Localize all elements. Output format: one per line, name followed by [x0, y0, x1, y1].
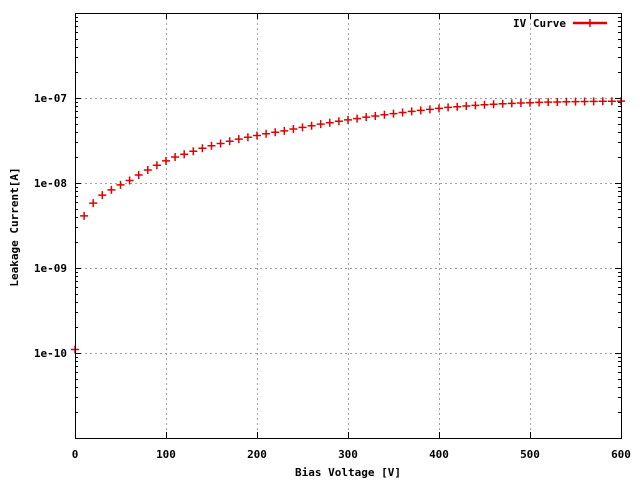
data-point — [407, 107, 416, 116]
x-tick-label: 100 — [156, 448, 176, 461]
data-point — [580, 97, 589, 106]
data-point — [180, 150, 189, 159]
data-point — [253, 131, 261, 140]
y-tick-label: 1e-08 — [34, 177, 67, 190]
data-point — [462, 102, 471, 111]
data-point — [398, 108, 407, 117]
y-tick-label: 1e-10 — [34, 347, 67, 360]
data-point — [435, 104, 443, 113]
data-point — [189, 147, 198, 156]
data-point — [516, 99, 525, 108]
y-tick-label: 1e-07 — [34, 92, 67, 105]
data-point — [544, 98, 553, 107]
data-point — [526, 98, 534, 107]
x-tick-labels: 0 100 200 300 400 500 600 — [72, 448, 631, 461]
data-point — [316, 120, 325, 129]
data-point — [198, 144, 207, 153]
legend: IV Curve — [513, 17, 607, 30]
data-point — [171, 153, 180, 162]
data-point — [143, 166, 152, 175]
data-point — [380, 110, 389, 119]
data-point — [298, 123, 307, 132]
data-point — [589, 97, 598, 106]
data-point — [471, 101, 480, 110]
data-point — [80, 211, 89, 220]
data-point — [225, 137, 234, 146]
data-point — [553, 97, 562, 106]
data-point — [307, 121, 316, 130]
data-point — [107, 185, 116, 194]
data-point — [489, 100, 498, 109]
data-point — [480, 100, 489, 109]
data-point — [262, 129, 271, 138]
data-point — [371, 111, 380, 120]
data-point — [507, 99, 516, 108]
data-point — [325, 118, 334, 127]
data-point — [535, 98, 544, 107]
legend-label-iv-curve: IV Curve — [513, 17, 566, 30]
y-tick-labels: 1e-10 1e-09 1e-08 1e-07 — [34, 92, 67, 360]
data-point — [334, 117, 343, 126]
data-point — [344, 115, 352, 124]
data-point — [116, 180, 125, 189]
data-point — [280, 126, 289, 135]
data-point — [389, 109, 398, 118]
y-axis-label: Leakage Current[A] — [8, 167, 21, 286]
x-tick-label: 400 — [429, 448, 449, 461]
data-point — [571, 97, 580, 106]
series-iv-curve — [71, 97, 625, 354]
data-point — [243, 133, 252, 142]
data-point — [271, 128, 280, 137]
data-point — [444, 103, 453, 112]
data-point — [453, 102, 462, 111]
data-point — [152, 161, 161, 170]
legend-swatch-iv-curve — [573, 19, 607, 27]
legend-marker — [586, 19, 594, 27]
x-tick-label: 300 — [338, 448, 358, 461]
data-point — [498, 99, 507, 108]
x-tick-label: 600 — [611, 448, 631, 461]
plot-frame — [75, 13, 622, 439]
x-tick-label: 0 — [72, 448, 79, 461]
data-point — [207, 141, 216, 150]
data-point — [416, 106, 425, 115]
data-point — [607, 97, 616, 106]
y-tick-label: 1e-09 — [34, 262, 67, 275]
data-point — [216, 139, 225, 148]
data-point — [562, 97, 571, 106]
grid-lines — [75, 13, 621, 438]
data-point — [234, 135, 243, 144]
data-point — [89, 199, 98, 208]
data-point — [125, 176, 134, 185]
data-point — [362, 113, 371, 122]
data-point — [289, 124, 298, 133]
data-point — [98, 191, 107, 200]
x-tick-label: 500 — [520, 448, 540, 461]
data-point — [353, 114, 362, 123]
data-point — [162, 156, 170, 165]
x-axis-label: Bias Voltage [V] — [295, 466, 401, 479]
x-tick-label: 200 — [247, 448, 267, 461]
data-point — [425, 105, 434, 114]
data-point — [598, 97, 607, 106]
data-point — [134, 171, 143, 180]
